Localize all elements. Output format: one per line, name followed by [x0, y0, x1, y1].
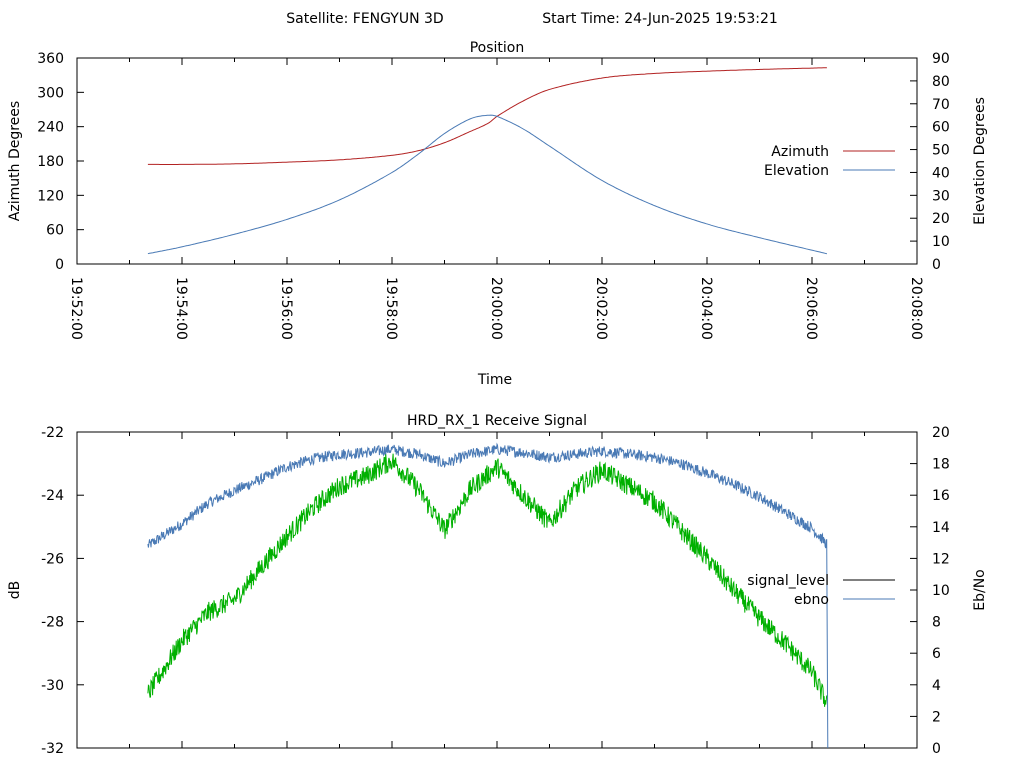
- position-x-tick-label: 20:06:00: [803, 277, 819, 340]
- position-y2label: Elevation Degrees: [972, 97, 988, 225]
- position-y-tick-label: 60: [46, 223, 64, 239]
- position-y2-tick-label: 70: [932, 97, 950, 113]
- signal-y2-tick-label: 16: [932, 488, 950, 504]
- signal-y-tick-label: -24: [41, 488, 64, 504]
- position-chart-title: Position: [470, 40, 525, 56]
- start-time-label: Start Time: 24-Jun-2025 19:53:21: [542, 11, 778, 27]
- signal-chart-title: HRD_RX_1 Receive Signal: [407, 413, 587, 429]
- signal-y-tick-label: -30: [41, 678, 64, 694]
- position-y-tick-label: 0: [55, 257, 64, 273]
- signal-y-tick-label: -22: [41, 425, 64, 441]
- legend-ebno-label: ebno: [794, 592, 829, 608]
- position-y2-tick-label: 50: [932, 143, 950, 159]
- ebno-line: [147, 442, 829, 749]
- position-series: [147, 67, 828, 255]
- signal-y2-tick-label: 10: [932, 583, 950, 599]
- position-x-tick-label: 20:08:00: [908, 277, 924, 340]
- signal-y-tick-label: -26: [41, 551, 64, 567]
- position-y-tick-label: 240: [37, 120, 64, 136]
- position-y2-tick-label: 10: [932, 234, 950, 250]
- signal-series: [147, 442, 829, 749]
- position-chart: Position Azimuth Degrees Elevation Degre…: [7, 40, 988, 388]
- signal-y-tick-label: -28: [41, 615, 64, 631]
- position-xlabel: Time: [477, 372, 512, 388]
- position-y2-axis: 0 10 20 30 40 50 60 70 80 90: [910, 51, 950, 273]
- signal-y2-tick-label: 12: [932, 551, 950, 567]
- position-y-tick-label: 360: [37, 51, 64, 67]
- position-y-tick-label: 120: [37, 188, 64, 204]
- position-x-axis: 19:52:00 19:54:00 19:56:00 19:58:00 20:00:00…: [68, 58, 924, 340]
- signal-y2label: Eb/No: [972, 569, 988, 611]
- position-y2-tick-label: 40: [932, 165, 950, 181]
- legend-elevation-label: Elevation: [764, 163, 829, 179]
- position-y2-tick-label: 90: [932, 51, 950, 67]
- signal-y2-tick-label: 2: [932, 709, 941, 725]
- signal-legend: signal_level ebno: [747, 573, 895, 608]
- signal-y2-tick-label: 18: [932, 457, 950, 473]
- position-y2-tick-label: 0: [932, 257, 941, 273]
- position-y-tick-label: 180: [37, 154, 64, 170]
- position-plot-frame: [76, 57, 918, 265]
- signal-y2-tick-label: 4: [932, 678, 941, 694]
- signal-y2-tick-label: 0: [932, 741, 941, 757]
- signal-y-axis: -32 -30 -28 -26 -24 -22: [41, 425, 84, 757]
- signal-y-tick-label: -32: [41, 741, 64, 757]
- satellite-label: Satellite: FENGYUN 3D: [286, 11, 443, 27]
- signal-y2-tick-label: 14: [932, 520, 950, 536]
- position-y2-tick-label: 80: [932, 74, 950, 90]
- position-y2-tick-label: 60: [932, 120, 950, 136]
- legend-azimuth-label: Azimuth: [771, 144, 829, 160]
- position-y2-tick-label: 20: [932, 211, 950, 227]
- position-y-tick-label: 300: [37, 85, 64, 101]
- position-x-tick-label: 20:02:00: [593, 277, 609, 340]
- signal-x-axis: [76, 432, 918, 748]
- position-y2-tick-label: 30: [932, 188, 950, 204]
- position-x-tick-label: 19:52:00: [68, 277, 84, 340]
- signal-plot-frame: [76, 431, 918, 749]
- position-x-tick-label: 19:56:00: [278, 277, 294, 340]
- position-x-tick-label: 19:58:00: [383, 277, 399, 340]
- position-x-tick-label: 20:04:00: [698, 277, 714, 340]
- position-x-tick-label: 19:54:00: [173, 277, 189, 340]
- azimuth-line: [147, 67, 827, 165]
- position-x-tick-label: 20:00:00: [488, 277, 504, 340]
- signal-y2-tick-label: 20: [932, 425, 950, 441]
- position-ylabel: Azimuth Degrees: [7, 101, 23, 221]
- legend-signal-level-label: signal_level: [747, 573, 829, 589]
- signal-chart: HRD_RX_1 Receive Signal dB Eb/No -32-30-…: [7, 413, 988, 757]
- signal-y2-tick-label: 6: [932, 646, 941, 662]
- position-legend: Azimuth Elevation: [764, 144, 895, 179]
- position-y-axis: 0 60 120 180 240 300 360: [37, 51, 84, 273]
- signal-level-line: [147, 453, 828, 707]
- signal-y2-tick-label: 8: [932, 615, 941, 631]
- signal-ylabel: dB: [7, 581, 23, 600]
- signal-y2-axis: 0 2 4 6 8 10 12 14 16 18 20: [910, 425, 950, 757]
- elevation-line: [147, 114, 828, 255]
